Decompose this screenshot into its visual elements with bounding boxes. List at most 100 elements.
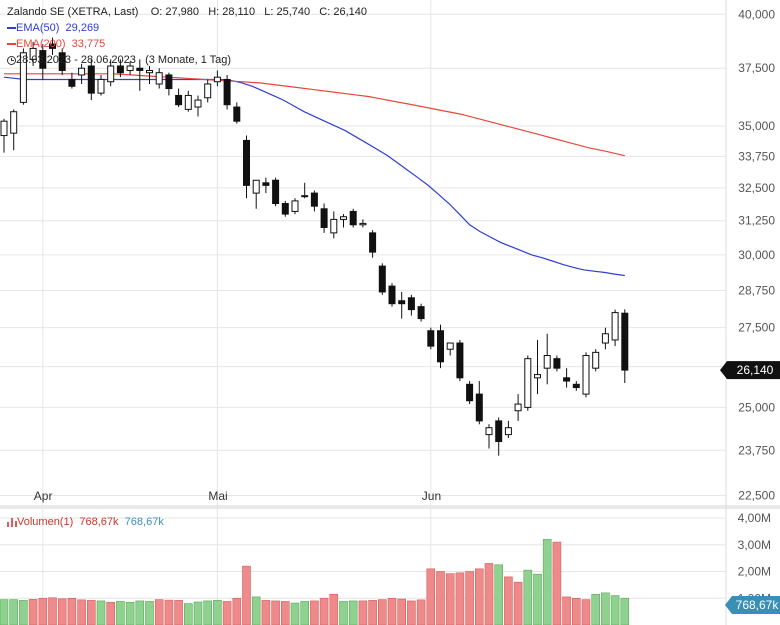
clock-icon <box>7 55 16 65</box>
volume-bar <box>290 602 300 625</box>
volume-bar <box>232 597 242 625</box>
candle-body <box>126 65 134 71</box>
candle-body <box>39 50 47 69</box>
volume-bar <box>504 576 513 625</box>
volume-bar <box>300 601 310 625</box>
candle-body <box>87 65 95 94</box>
candle-body <box>592 351 600 369</box>
volume-bar <box>145 601 154 625</box>
price-tick-label: 23,750 <box>738 443 775 457</box>
candle-body <box>611 312 619 341</box>
candle-body <box>272 179 280 205</box>
candle-body <box>427 330 435 347</box>
candle-body <box>107 65 115 83</box>
volume-tick-label: 3,00M <box>738 538 771 552</box>
candle-body <box>378 265 386 293</box>
candle-body <box>621 312 629 371</box>
volume-bar <box>348 600 358 625</box>
volume-bar <box>125 601 135 625</box>
legend-ema200[interactable]: EMA(200) 33,775 <box>7 38 105 50</box>
volume-bar <box>562 596 571 625</box>
volume-bar <box>28 599 38 625</box>
volume-bar <box>329 593 339 625</box>
volume-bar <box>251 596 261 625</box>
volume-bar <box>445 573 455 625</box>
volume-badge <box>732 596 780 614</box>
ema50-value: 29,269 <box>65 22 100 34</box>
candle-body <box>10 111 18 134</box>
candle-body <box>19 52 27 103</box>
x-tick-label: Mai <box>208 489 227 503</box>
volume-bar <box>184 603 193 625</box>
volume-bar <box>494 564 504 625</box>
candle-body <box>213 76 221 83</box>
candle-body <box>349 210 357 226</box>
candle-body <box>446 342 454 350</box>
price-tick-label: 35,000 <box>738 119 775 133</box>
instrument-name: Zalando SE (XETRA, Last) <box>7 6 139 18</box>
volume-bar <box>620 597 630 625</box>
candle-body <box>155 72 163 85</box>
candle-body <box>340 216 347 220</box>
volume-bar <box>203 600 212 625</box>
candle-body <box>58 52 66 71</box>
legend-volume[interactable]: Volumen(1) 768,67k 768,67k <box>7 516 164 528</box>
volume-bar <box>271 600 280 625</box>
volume-bar <box>116 601 125 625</box>
candle-body <box>369 232 377 253</box>
volume-value-secondary: 768,67k <box>124 516 164 528</box>
candle-body <box>601 333 609 344</box>
ema200-swatch-icon <box>7 43 16 46</box>
candle-body <box>262 182 270 186</box>
volume-bar <box>67 597 77 625</box>
date-range[interactable]: 28.03.2023 - 28.06.2023 (3 Monate, 1 Tag… <box>7 54 231 66</box>
volume-bar <box>213 600 222 625</box>
volume-badge-arrow <box>725 596 732 614</box>
candle-body <box>310 192 318 207</box>
ema200-label: EMA(200) <box>16 38 66 50</box>
volume-bar <box>581 599 591 625</box>
volume-label: Volumen(1) <box>17 516 74 528</box>
volume-value: 768,67k <box>79 516 119 528</box>
volume-bar <box>407 600 416 625</box>
panel-separator <box>0 505 780 509</box>
volume-bar <box>610 595 620 625</box>
volume-bar <box>193 601 203 625</box>
volume-bar <box>533 573 542 625</box>
candle-body <box>146 69 153 74</box>
volume-bar <box>474 568 484 625</box>
volume-bar <box>465 571 474 625</box>
volume-bar <box>261 600 271 625</box>
ema50-label: EMA(50) <box>16 22 60 34</box>
candle-body <box>417 306 425 320</box>
candle-body <box>204 83 212 99</box>
candle-body <box>359 222 367 226</box>
volume-bar <box>87 600 96 625</box>
candle-body <box>194 99 202 108</box>
candle-body <box>553 358 561 369</box>
price-tick-label: 22,500 <box>738 489 775 503</box>
candle-body <box>223 78 231 106</box>
volume-bar <box>436 571 445 625</box>
volume-bar <box>571 597 581 625</box>
volume-bar <box>601 592 610 625</box>
close-value: C: 26,140 <box>319 6 367 18</box>
candle-body <box>534 374 541 379</box>
candle-body <box>320 208 328 228</box>
candle-body <box>175 94 183 106</box>
volume-bar <box>174 600 183 625</box>
candle-body <box>233 106 241 122</box>
legend-ema50[interactable]: EMA(50) 29,269 <box>7 22 99 34</box>
last-price-badge <box>727 361 780 380</box>
x-tick-label: Jun <box>422 489 441 503</box>
candle-body <box>184 94 192 110</box>
candle-body <box>165 74 173 90</box>
open-value: O: 27,980 <box>150 6 200 18</box>
candle-body <box>68 78 76 87</box>
volume-bar <box>319 597 329 625</box>
candle-body <box>504 427 512 436</box>
price-tick-label: 37,500 <box>738 61 775 75</box>
price-tick-label: 30,000 <box>738 248 775 262</box>
candle-body <box>495 420 503 443</box>
